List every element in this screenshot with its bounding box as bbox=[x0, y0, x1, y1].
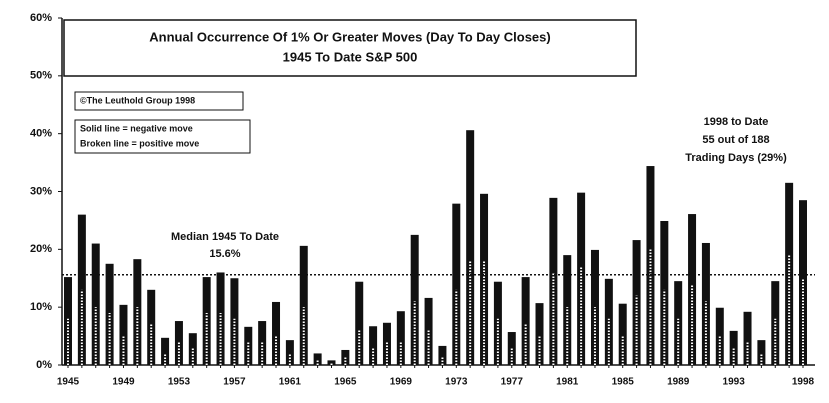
x-tick-label: 1977 bbox=[501, 377, 524, 388]
bar bbox=[466, 130, 475, 365]
legend-line: Solid line = negative move bbox=[80, 123, 193, 133]
x-tick-label: 1985 bbox=[612, 377, 635, 388]
bar bbox=[147, 289, 156, 365]
bar bbox=[369, 326, 378, 365]
x-tick-label: 1945 bbox=[57, 377, 80, 388]
bar bbox=[341, 349, 350, 365]
x-tick-label: 1965 bbox=[334, 377, 357, 388]
bar bbox=[618, 303, 627, 365]
bar bbox=[521, 277, 530, 365]
x-tick-label: 1998 bbox=[792, 377, 815, 388]
chart-title: Annual Occurrence Of 1% Or Greater Moves… bbox=[149, 29, 550, 44]
y-tick-label: 30% bbox=[30, 185, 52, 197]
bar bbox=[327, 360, 336, 365]
bar bbox=[313, 353, 322, 365]
x-tick-label: 1993 bbox=[723, 377, 746, 388]
bar bbox=[133, 259, 142, 365]
median-label: 15.6% bbox=[209, 248, 240, 260]
bar bbox=[674, 281, 683, 365]
title-box bbox=[63, 19, 637, 77]
y-tick-label: 50% bbox=[30, 70, 52, 82]
x-tick-label: 1957 bbox=[223, 377, 246, 388]
y-tick-label: 40% bbox=[30, 128, 52, 140]
x-tick-label: 1953 bbox=[168, 377, 191, 388]
bar bbox=[757, 340, 766, 365]
bar bbox=[202, 277, 211, 365]
bar bbox=[105, 263, 114, 365]
note-line: 55 out of 188 bbox=[702, 134, 769, 146]
y-tick-label: 60% bbox=[30, 12, 52, 24]
bar bbox=[91, 243, 100, 365]
bar bbox=[729, 330, 738, 365]
x-tick-label: 1981 bbox=[556, 377, 579, 388]
bar bbox=[410, 234, 419, 365]
bar bbox=[535, 303, 544, 365]
bar bbox=[119, 304, 128, 365]
bar bbox=[715, 307, 724, 365]
y-tick-label: 20% bbox=[30, 243, 52, 255]
x-tick-label: 1949 bbox=[112, 377, 135, 388]
bar bbox=[299, 245, 308, 365]
bar bbox=[438, 345, 447, 365]
x-tick-label: 1969 bbox=[390, 377, 413, 388]
bar bbox=[480, 193, 489, 365]
bar bbox=[452, 203, 461, 365]
legend-box bbox=[74, 119, 251, 154]
y-tick-label: 10% bbox=[30, 301, 52, 313]
y-tick-label: 0% bbox=[36, 359, 52, 371]
bar bbox=[743, 311, 752, 365]
bar bbox=[549, 197, 558, 365]
bar bbox=[493, 281, 502, 365]
bar bbox=[77, 214, 86, 365]
bar bbox=[355, 281, 364, 365]
legend-line: Broken line = positive move bbox=[80, 138, 199, 148]
copyright: ©The Leuthold Group 1998 bbox=[80, 95, 195, 105]
bar bbox=[577, 192, 586, 365]
bar bbox=[161, 337, 170, 365]
copyright-box bbox=[74, 91, 244, 111]
x-tick-label: 1989 bbox=[667, 377, 690, 388]
bar bbox=[272, 301, 281, 365]
bar bbox=[64, 277, 72, 365]
chart-subtitle: 1945 To Date S&P 500 bbox=[283, 49, 418, 64]
bar bbox=[632, 240, 641, 365]
bar bbox=[771, 281, 780, 365]
note-line: Trading Days (29%) bbox=[685, 152, 787, 164]
note-line: 1998 to Date bbox=[704, 116, 769, 128]
median-title: Median 1945 To Date bbox=[171, 231, 279, 243]
bar bbox=[396, 311, 405, 365]
x-tick-label: 1961 bbox=[279, 377, 302, 388]
x-tick-label: 1973 bbox=[445, 377, 468, 388]
bar bbox=[285, 340, 294, 365]
